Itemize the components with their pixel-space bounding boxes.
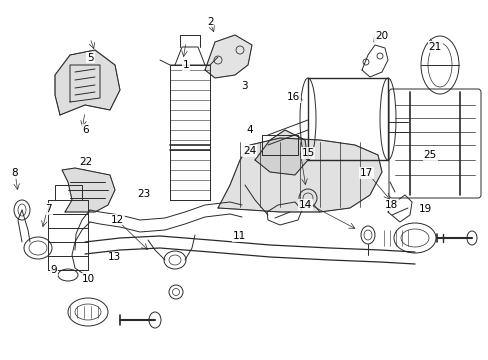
Text: 8: 8 [11, 168, 18, 178]
Text: 1: 1 [182, 60, 189, 70]
Text: 24: 24 [242, 146, 256, 156]
Text: 22: 22 [79, 157, 92, 167]
Text: 20: 20 [374, 31, 387, 41]
Text: 3: 3 [241, 81, 247, 91]
Polygon shape [55, 50, 120, 115]
Text: 25: 25 [423, 150, 436, 160]
Text: 23: 23 [137, 189, 151, 199]
Text: 7: 7 [45, 204, 52, 214]
Polygon shape [218, 138, 381, 212]
Text: 2: 2 [206, 17, 213, 27]
Text: 19: 19 [418, 204, 431, 214]
Polygon shape [62, 168, 115, 212]
Text: 13: 13 [108, 252, 122, 262]
Polygon shape [254, 130, 307, 175]
Text: 6: 6 [82, 125, 89, 135]
Text: 17: 17 [359, 168, 373, 178]
Text: 4: 4 [245, 125, 252, 135]
Text: 9: 9 [50, 265, 57, 275]
Text: 10: 10 [81, 274, 94, 284]
Text: 15: 15 [301, 148, 314, 158]
Text: 18: 18 [384, 200, 397, 210]
Text: 5: 5 [87, 53, 94, 63]
Polygon shape [204, 35, 251, 78]
Text: 16: 16 [286, 92, 300, 102]
Text: 11: 11 [232, 231, 246, 241]
Text: 14: 14 [298, 200, 312, 210]
Text: 12: 12 [110, 215, 124, 225]
Text: 21: 21 [427, 42, 441, 52]
